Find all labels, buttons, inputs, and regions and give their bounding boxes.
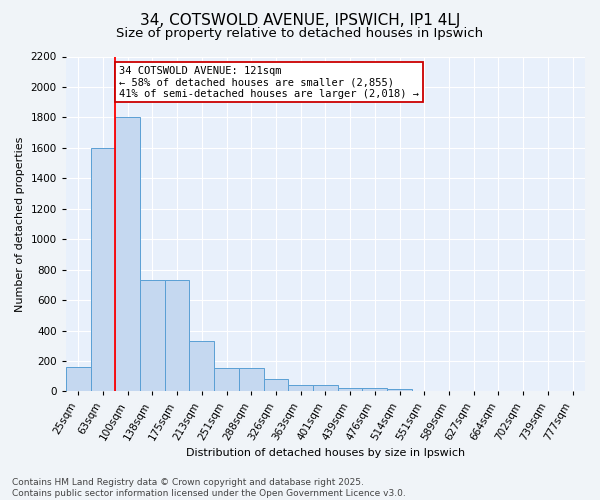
Bar	[190, 341, 214, 392]
Bar	[140, 280, 165, 392]
Bar	[66, 367, 91, 392]
Bar	[313, 384, 338, 392]
Bar	[289, 384, 313, 392]
Text: 34 COTSWOLD AVENUE: 121sqm
← 58% of detached houses are smaller (2,855)
41% of s: 34 COTSWOLD AVENUE: 121sqm ← 58% of deta…	[119, 66, 419, 99]
Bar	[214, 368, 239, 392]
Bar	[338, 388, 362, 392]
Text: 34, COTSWOLD AVENUE, IPSWICH, IP1 4LJ: 34, COTSWOLD AVENUE, IPSWICH, IP1 4LJ	[140, 12, 460, 28]
Bar	[362, 388, 387, 392]
Bar	[412, 390, 437, 392]
Bar	[165, 280, 190, 392]
Bar	[115, 118, 140, 392]
Text: Size of property relative to detached houses in Ipswich: Size of property relative to detached ho…	[116, 28, 484, 40]
Bar	[387, 389, 412, 392]
Bar	[91, 148, 115, 392]
X-axis label: Distribution of detached houses by size in Ipswich: Distribution of detached houses by size …	[186, 448, 465, 458]
Bar	[239, 368, 263, 392]
Y-axis label: Number of detached properties: Number of detached properties	[15, 136, 25, 312]
Bar	[263, 380, 289, 392]
Text: Contains HM Land Registry data © Crown copyright and database right 2025.
Contai: Contains HM Land Registry data © Crown c…	[12, 478, 406, 498]
